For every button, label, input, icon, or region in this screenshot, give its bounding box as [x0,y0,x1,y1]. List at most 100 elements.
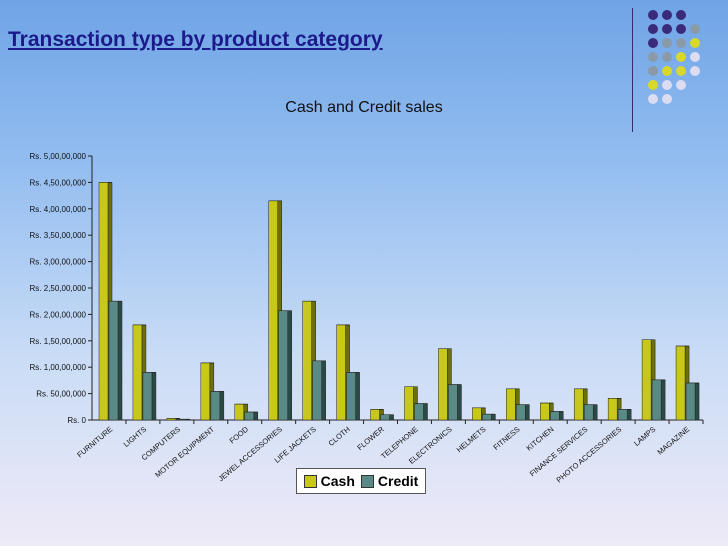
y-tick-label: Rs. 3,00,00,000 [30,258,87,267]
x-tick-label: HELMETS [455,425,488,455]
chart-title: Cash and Credit sales [285,99,442,116]
x-tick-label: MAGAZINE [656,425,692,457]
bar-credit-side [117,300,123,421]
y-tick-label: Rs. 5,00,00,000 [30,152,87,161]
bar-cash [472,407,482,421]
bar-cash [607,398,618,421]
bar-credit [516,404,526,421]
bar-credit-side [626,409,632,421]
x-tick-label: FOOD [228,424,251,445]
bar-credit-side [253,411,259,421]
bar-cash [370,409,380,421]
bar-credit-side [525,404,530,421]
bar-cash [166,418,177,421]
x-tick-label: FITNESS [492,425,522,452]
decor-dot [648,80,658,90]
bar-credit-side [321,360,326,421]
decor-dot [676,10,686,20]
x-tick-label: LIGHTS [122,425,149,449]
bar-credit-side [287,310,292,421]
bar-credit [108,300,119,421]
decor-dot [662,66,672,76]
y-tick-label: Rs. 1,50,00,000 [30,337,87,346]
bar-credit [278,310,288,421]
bar-credit [685,382,696,421]
decor-dot [676,52,686,62]
x-tick-label: JEWEL ACCESSORIES [216,425,284,484]
y-tick-label: Rs. 2,00,00,000 [30,310,87,319]
bar-credit-side [355,372,360,421]
bar-credit [550,411,560,421]
legend-swatch-credit [360,474,374,488]
decor-dot [648,52,658,62]
decor-dot [648,38,658,48]
decor-dot [662,38,672,48]
x-tick-label: FINANCE SERVICES [528,425,590,479]
bar-cash [540,402,550,421]
decor-dot [690,38,700,48]
bar-cash [438,348,448,421]
decor-dot [662,24,672,34]
bar-cash [302,300,312,421]
x-tick-label: FLOWER [355,424,386,452]
decor-dot [676,38,686,48]
bar-credit [176,418,187,421]
decor-dot [690,66,700,76]
bar-credit [617,409,628,421]
y-tick-label: Rs. 4,50,00,000 [30,178,87,187]
bar-cash [336,324,346,421]
decor-dot [662,94,672,104]
chart-legend: Cash Credit [296,468,426,494]
decor-dot [690,24,700,34]
bar-chart: Cash and Credit sales Rs. 0 Rs. 50,00,000 R… [30,99,704,485]
divider-line [632,8,633,132]
bar-credit [651,379,662,421]
bar-cash [268,200,278,421]
bar-credit-side [151,372,157,421]
decor-dot [648,24,658,34]
bar-credit-side [389,414,394,421]
bar-cash [404,386,414,421]
bar-credit [583,404,594,421]
decor-dot [648,10,658,20]
slide-title: Transaction type by product category [8,28,383,51]
bar-cash [675,345,686,421]
bar-cash [234,403,245,421]
chart-area: Cash and Credit sales Rs. 0 Rs. 50,00,000 R… [0,90,728,500]
bar-cash [506,388,516,421]
plot-area [92,156,703,420]
decor-dot [648,66,658,76]
y-tick-label: Rs. 2,50,00,000 [30,284,87,293]
y-tick-label: Rs. 3,50,00,000 [30,231,87,240]
x-tick-label: PHOTO ACCESSORIES [555,425,624,485]
legend-swatch-cash [303,474,317,488]
decor-dot [690,52,700,62]
decor-dot [676,80,686,90]
bar-cash [200,362,211,421]
decor-dot [662,10,672,20]
bar-credit-side [219,391,225,421]
bar-credit [142,372,153,421]
bar-credit-side [559,411,564,421]
x-tick-label: FURNITURE [75,425,114,460]
legend-item-cash: Cash [303,473,355,489]
bar-credit [312,360,322,421]
x-tick-label: LAMPS [632,425,657,448]
y-tick-label: Rs. 4,00,00,000 [30,205,87,214]
bar-credit [244,411,255,421]
bar-credit-side [660,379,666,421]
bar-credit-side [491,413,496,421]
decor-dot [676,66,686,76]
bar-credit [346,372,356,421]
legend-label-credit: Credit [377,473,419,489]
y-tick-label: Rs. 50,00,000 [36,390,86,399]
bar-credit-side [592,404,598,421]
bar-credit [448,384,458,421]
bar-cash [98,182,109,421]
bar-credit-side [423,403,428,421]
decor-dot [662,52,672,62]
decor-dot [676,24,686,34]
legend-label-cash: Cash [320,473,355,489]
decor-dot [648,94,658,104]
x-tick-label: KITCHEN [525,425,556,453]
